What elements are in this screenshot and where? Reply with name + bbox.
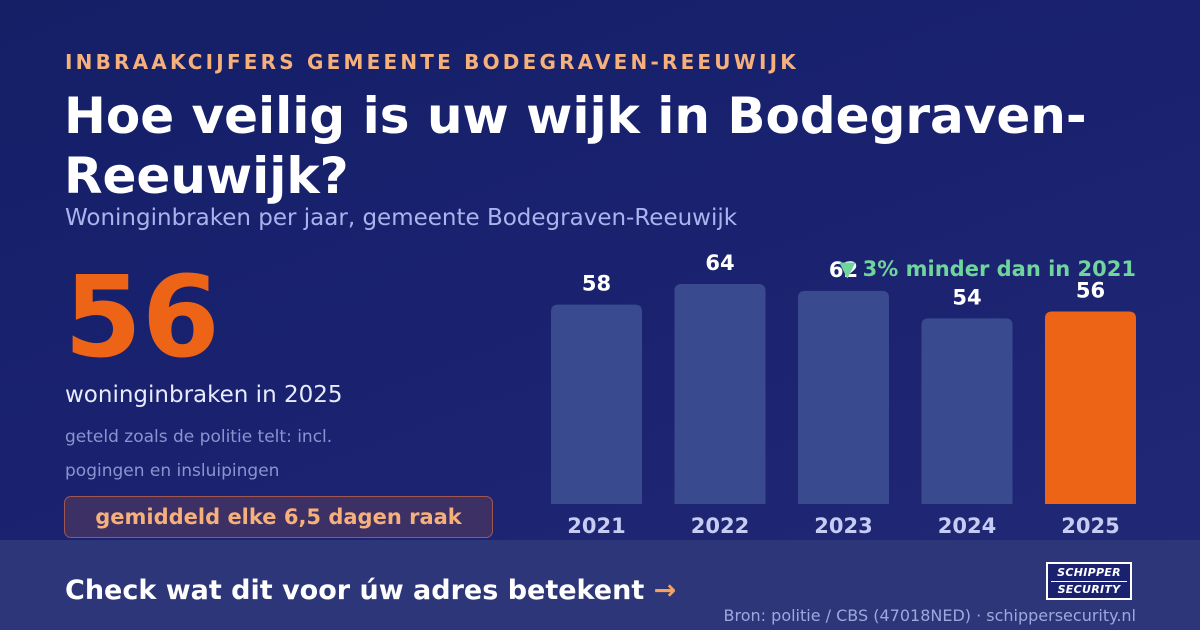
change-note: ▼ 3% minder dan in 2021 [839,257,1136,281]
page-title: Hoe veilig is uw wijk in Bodegraven-Reeu… [64,87,1087,205]
bar-2025 [1045,311,1136,504]
frequency-badge: gemiddeld elke 6,5 dagen raak [64,496,493,538]
logo-line-2: SECURITY [1057,582,1121,596]
highlight-value: 56 [64,253,220,383]
category-label-2024: 2024 [938,514,996,538]
brand-logo: SCHIPPER SECURITY [1046,562,1132,600]
value-label-2025: 56 [1076,279,1105,303]
category-label-2021: 2021 [567,514,625,538]
bar-2024 [921,318,1013,504]
category-label-2023: 2023 [814,514,872,538]
value-label-2021: 58 [582,272,611,296]
logo-divider [1051,580,1127,582]
category-label-2022: 2022 [691,514,749,538]
footer-bar [0,540,1200,630]
frequency-text: gemiddeld elke 6,5 dagen raak [95,505,462,529]
value-label-2022: 64 [705,251,734,275]
eyebrow: INBRAAKCIJFERS GEMEENTE BODEGRAVEN-REEUW… [65,50,799,74]
bar-2021 [551,304,642,504]
value-label-2024: 54 [952,285,981,309]
source-note: Bron: politie / CBS (47018NED) · schippe… [723,606,1136,625]
cta-link[interactable]: Check wat dit voor úw adres betekent → [65,575,676,606]
bar-2022 [674,284,766,504]
page-subtitle: Woninginbraken per jaar, gemeente Bodegr… [65,205,738,231]
highlight-caption: woninginbraken in 2025 [65,382,343,408]
category-label-2025: 2025 [1061,514,1119,538]
bar-chart: 58 2021 64 2022 62 2023 54 2024 56 2025 [551,251,1136,538]
bar-2023 [798,290,889,504]
arrow-right-icon: → [653,575,677,606]
logo-line-1: SCHIPPER [1057,565,1121,579]
value-label-2023: 62 [829,258,858,282]
cta-text: Check wat dit voor úw adres betekent [65,575,645,606]
highlight-note: geteld zoals de politie telt: incl. pogi… [65,427,333,481]
